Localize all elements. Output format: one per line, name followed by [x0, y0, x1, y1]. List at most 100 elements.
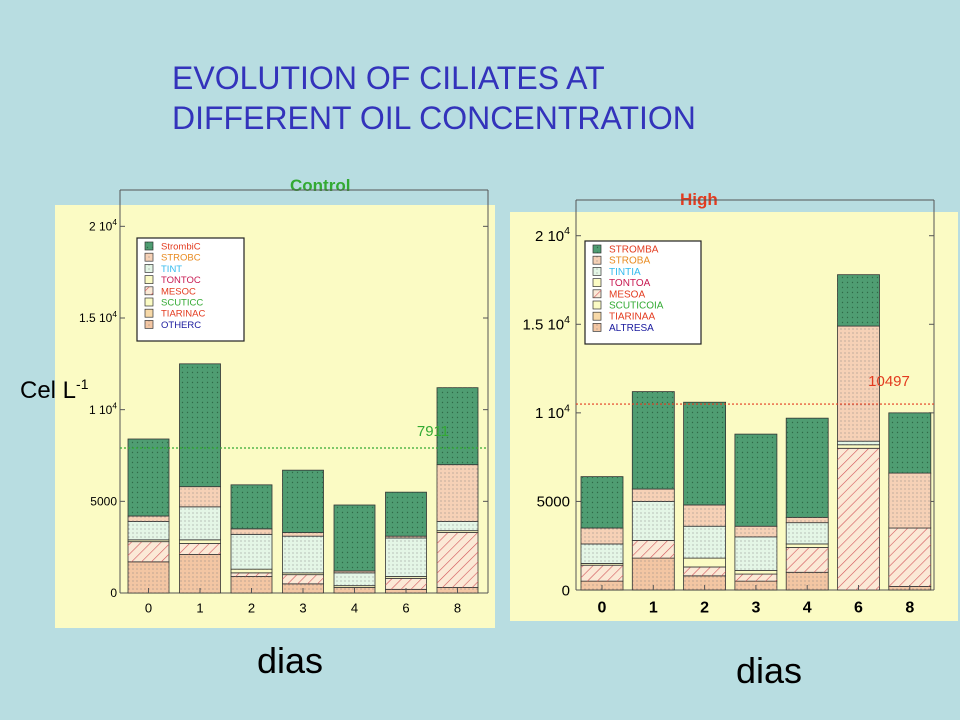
high-bar-4-stromba-pattern: [786, 418, 829, 518]
high-ytick-label: 0: [562, 582, 570, 599]
high-xtick-label: 0: [598, 600, 607, 617]
control-bar-3-strombic-pattern: [282, 470, 324, 533]
control-xtick-label: 4: [351, 601, 358, 616]
high-bar-8-stromba-pattern: [888, 412, 931, 474]
control-bar-2-tontoc: [230, 568, 273, 574]
control-ytick-label: 5000: [90, 495, 117, 509]
high-legend-swatch-pattern: [593, 267, 601, 276]
control-bar-1-mesoc-pattern: [179, 543, 221, 555]
control-bar-0-strobc-pattern: [128, 516, 169, 522]
high-legend-label-stromba: STROMBA: [609, 245, 659, 256]
high-xtick-label: 6: [854, 600, 863, 617]
high-bar-3-tontoa: [734, 570, 778, 575]
control-legend-label-strombic: StrombiC: [161, 242, 201, 253]
high-xtick-label: 4: [803, 600, 812, 617]
control-mean-label: 7911: [417, 423, 449, 440]
control-bar-2-strobc-pattern: [231, 528, 272, 535]
control-legend-swatch-pattern: [145, 264, 153, 273]
high-bar-1-altresa-pattern: [632, 558, 675, 590]
high-bar-4-altresa-pattern: [786, 572, 829, 590]
high-legend-label-mesoa: MESOA: [609, 289, 645, 300]
control-bar-3-strobc-pattern: [282, 532, 324, 537]
high-legend-swatch-pattern: [593, 289, 601, 298]
high-legend-label-tiarinaa: TIARINAA: [609, 312, 655, 323]
high-bar-6-mesoa-pattern: [837, 448, 880, 590]
control-xtick-label: 1: [196, 601, 203, 616]
control-legend-swatch-pattern: [145, 286, 153, 295]
control-bar-2-otherc-pattern: [231, 576, 272, 593]
control-legend-label-tiarinac: TIARINAC: [161, 309, 205, 320]
high-bar-2-tontoa: [683, 557, 726, 568]
control-bar-0-tint-pattern: [128, 521, 169, 540]
slide-title-line-2: DIFFERENT OIL CONCENTRATION: [172, 100, 696, 136]
control-ytick-exponent: 4: [112, 217, 117, 227]
control-bar-6-mesoc-pattern: [385, 578, 427, 590]
high-bar-2-altresa-pattern: [683, 575, 726, 590]
control-bar-1-strobc-pattern: [179, 486, 221, 507]
control-xtick-label: 0: [145, 601, 152, 616]
high-legend-label-altresa: ALTRESA: [609, 323, 654, 334]
high-bar-6-tintia-pattern: [837, 441, 880, 445]
high-ytick-label: 2 104: [535, 225, 570, 245]
high-bar-1-tintia-pattern: [632, 501, 675, 541]
control-bar-3-tint-pattern: [282, 536, 324, 573]
y-axis-label-text: Cel L: [20, 377, 77, 404]
high-bar-1-stroba-pattern: [632, 489, 675, 502]
control-ytick-label: 1.5 104: [79, 309, 117, 325]
high-ytick-label: 1.5 104: [522, 314, 570, 334]
control-bar-4-strombic-pattern: [334, 505, 375, 571]
high-bar-2-tintia-pattern: [683, 526, 726, 559]
slide-title: EVOLUTION OF CILIATES AT DIFFERENT OIL C…: [172, 58, 812, 138]
high-bar-4-tontoa: [785, 543, 829, 548]
control-bar-8-mesoc-pattern: [437, 532, 478, 588]
high-bar-0-tintia-pattern: [581, 543, 623, 564]
control-bar-2-mesoc-pattern: [231, 572, 272, 577]
high-bar-3-mesoa-pattern: [734, 574, 777, 582]
control-bar-6-tint-pattern: [385, 538, 427, 577]
control-bar-4-tint-pattern: [334, 572, 375, 586]
high-legend-swatch-tiarinaa: [592, 311, 602, 321]
control-bar-2-tint-pattern: [231, 534, 272, 570]
control-bar-0-mesoc-pattern: [128, 541, 169, 562]
slide-title-line-1: EVOLUTION OF CILIATES AT: [172, 60, 605, 96]
y-axis-label: Cel L-1: [20, 376, 88, 405]
high-bar-6-tontoa: [837, 444, 880, 449]
y-axis-label-exponent: -1: [76, 376, 89, 392]
high-legend-box: [584, 240, 702, 345]
high-bar-1-stromba-pattern: [632, 391, 675, 490]
high-ytick-label: 5000: [537, 494, 570, 511]
control-legend-swatch-pattern: [145, 253, 153, 262]
high-legend-label-tintia: TINTIA: [609, 267, 641, 278]
control-legend-label-scuticc: SCUTICC: [161, 298, 203, 309]
high-bar-2-mesoa-pattern: [683, 566, 726, 576]
control-bar-1-otherc-pattern: [179, 554, 221, 593]
control-bar-2-strombic-pattern: [231, 484, 272, 529]
control-xtick-label: 3: [299, 601, 306, 616]
high-bar-0-stroba-pattern: [581, 528, 623, 544]
control-xtick-label: 6: [402, 601, 409, 616]
control-ytick-label: 0: [110, 586, 117, 600]
high-bar-6-stromba-pattern: [837, 274, 880, 327]
control-bar-3-mesoc-pattern: [282, 574, 324, 584]
control-legend-box: [136, 237, 245, 342]
control-legend-swatch-pattern: [145, 320, 153, 329]
control-bar-8-strombic-pattern: [437, 387, 478, 465]
high-mean-label: 10497: [868, 373, 910, 390]
high-bar-1-mesoa-pattern: [632, 540, 675, 559]
high-bar-2-stroba-pattern: [683, 504, 726, 527]
control-bar-1-tontoc: [179, 539, 221, 544]
control-bar-4-strobc-pattern: [334, 571, 375, 573]
control-ytick-exponent: 4: [112, 309, 117, 319]
high-bar-8-mesoa-pattern: [888, 528, 931, 587]
control-xtick-label: 2: [248, 601, 255, 616]
control-legend-label-strobc: STROBC: [161, 253, 201, 264]
control-x-axis-label: dias: [257, 640, 324, 681]
control-legend-swatch-tiarinac: [144, 308, 154, 318]
control-bar-8-tint-pattern: [437, 521, 478, 531]
control-bar-6-strobc-pattern: [385, 536, 427, 538]
control-legend-swatch-pattern: [145, 242, 153, 250]
high-bar-4-stroba-pattern: [786, 517, 829, 523]
high-bar-0-stromba-pattern: [581, 476, 623, 528]
high-bar-3-stromba-pattern: [734, 434, 777, 527]
high-bar-6-stroba-pattern: [837, 326, 880, 442]
